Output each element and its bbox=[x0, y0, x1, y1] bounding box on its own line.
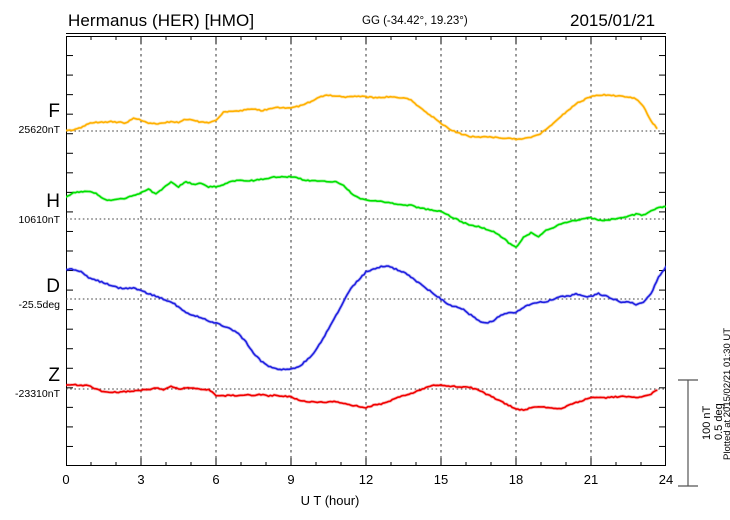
series-line-z bbox=[66, 383, 658, 411]
observation-date: 2015/01/21 bbox=[570, 11, 656, 30]
component-label-z: Z -23310nT bbox=[2, 366, 60, 401]
chart-svg bbox=[66, 36, 666, 466]
chart-canvas bbox=[66, 36, 666, 466]
scale-bar-nt-label: 100 nT bbox=[701, 405, 713, 440]
component-letter-f: F bbox=[48, 101, 60, 122]
geographic-coordinates: GG (-34.42°, 19.23°) bbox=[362, 15, 468, 27]
series-line-d bbox=[66, 265, 666, 371]
x-tick-label: 15 bbox=[433, 472, 449, 487]
scale-bar bbox=[678, 379, 698, 487]
x-tick-label: 6 bbox=[212, 472, 220, 487]
x-tick-label: 9 bbox=[287, 472, 295, 487]
component-label-f: F 25620nT bbox=[2, 102, 60, 137]
series-halo-f bbox=[66, 92, 659, 142]
page-title: Hermanus (HER) [HMO] bbox=[68, 11, 255, 30]
x-tick-label: 12 bbox=[358, 472, 374, 487]
x-tick-label: 3 bbox=[137, 472, 145, 487]
x-tick-label: 24 bbox=[658, 472, 674, 487]
x-tick-label: 21 bbox=[583, 472, 599, 487]
component-label-d: D -25.5deg bbox=[2, 277, 60, 312]
x-tick-label: 0 bbox=[62, 472, 70, 487]
component-letter-z: Z bbox=[48, 365, 60, 386]
series-line-h bbox=[66, 175, 666, 248]
component-value-f: 25620nT bbox=[18, 124, 60, 136]
component-value-z: -23310nT bbox=[15, 388, 60, 400]
component-value-h: 10610nT bbox=[18, 214, 60, 226]
x-axis-title: U T (hour) bbox=[300, 493, 360, 508]
axis-tick-marks bbox=[66, 36, 666, 466]
component-letter-d: D bbox=[46, 276, 60, 297]
component-letter-h: H bbox=[46, 191, 60, 212]
component-value-d: -25.5deg bbox=[18, 299, 60, 311]
series-line-f bbox=[66, 93, 658, 141]
plotted-at-timestamp: Plotted at 2015/02/21 01:30 UT bbox=[722, 327, 730, 460]
component-label-h: H 10610nT bbox=[2, 192, 60, 227]
x-tick-label: 18 bbox=[508, 472, 524, 487]
header-divider bbox=[66, 33, 666, 34]
